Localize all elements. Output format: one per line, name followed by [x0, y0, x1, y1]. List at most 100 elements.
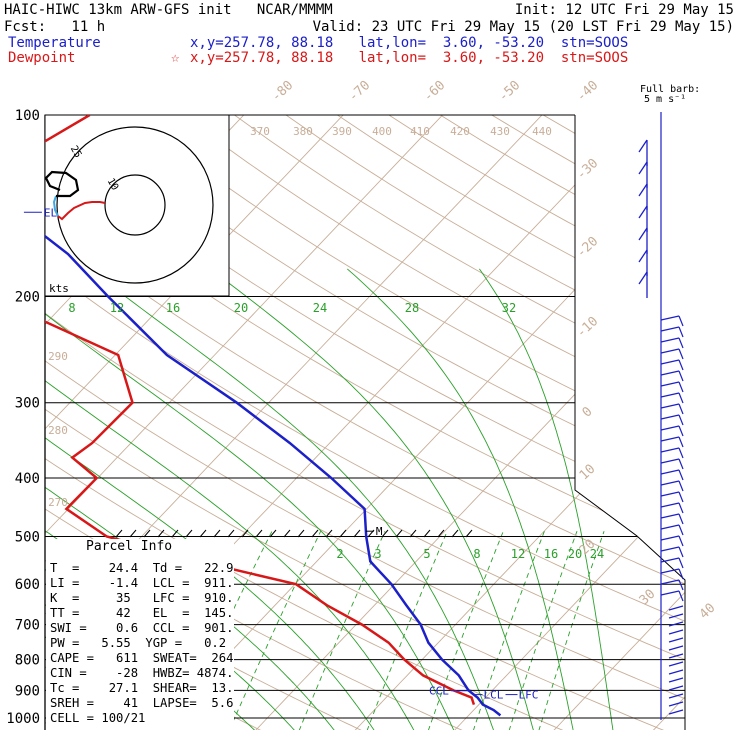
parcel-info-row: SREH = 41 LAPSE= 5.6 — [50, 696, 234, 710]
y-tick-label: 800 — [15, 653, 40, 669]
y-tick-label: 500 — [15, 529, 40, 545]
wind-barb — [678, 524, 684, 536]
isotherm-label: 40 — [697, 601, 719, 623]
parcel-info-row: LI = -1.4 LCL = 911. — [50, 576, 234, 590]
theta-label: 390 — [332, 125, 352, 138]
isotherm-line — [652, 115, 685, 730]
wind-barb — [668, 669, 684, 675]
wind-barb — [678, 590, 684, 602]
wind-barb — [678, 315, 684, 327]
freezing-level-hatch — [297, 529, 305, 538]
wind-barb — [668, 693, 684, 699]
wind-barb — [678, 535, 684, 547]
freezing-level-hatch — [423, 529, 431, 538]
wind-barb — [660, 535, 680, 541]
wind-barb — [678, 458, 684, 470]
header-valid-time: Valid: 23 UTC Fri 29 May 15 (20 LST Fri … — [312, 19, 734, 35]
dry-adiabat-line — [182, 115, 685, 730]
hodograph-trace-mid — [52, 195, 59, 217]
mixing-ratio-line — [228, 531, 322, 730]
wind-barb — [668, 701, 684, 707]
wind-barb — [668, 653, 684, 659]
wind-barb — [660, 370, 680, 376]
level-marker-lfc: LFC — [519, 689, 539, 702]
freezing-level-hatch — [381, 529, 389, 538]
wind-barb — [678, 480, 684, 492]
wind-barb — [678, 326, 684, 338]
dry-adiabat-line — [45, 115, 685, 730]
isotherm-label: -50 — [496, 78, 523, 105]
theta-label: 380 — [293, 125, 313, 138]
isotherm-label: 10 — [577, 462, 599, 484]
wind-barb — [660, 403, 680, 409]
isotherm-line — [453, 115, 685, 730]
hodograph-ring-label: 10 — [105, 177, 121, 193]
hodograph-ring — [56, 126, 214, 284]
wind-barb — [678, 348, 684, 360]
isotherm-line — [45, 115, 443, 730]
isotherm-line — [155, 115, 685, 730]
mixing-ratio-label: 8 — [68, 301, 75, 315]
hodograph-trace-upper — [44, 170, 80, 198]
dry-adiabat-line — [45, 115, 685, 730]
hodograph-unit-label: kts — [49, 282, 69, 295]
freezing-level-hatch — [199, 529, 207, 538]
wind-barb — [678, 392, 684, 404]
mixing-ratio-label: 24 — [590, 547, 604, 561]
wind-barb — [668, 677, 684, 683]
mixing-ratio-label: 20 — [234, 301, 248, 315]
parcel-info-row: TT = 42 EL = 145. — [50, 606, 234, 620]
level-marker-el: EL — [44, 206, 58, 219]
freezing-level-hatch — [339, 529, 347, 538]
mixing-ratio-line — [538, 531, 605, 730]
theta-label: 280 — [48, 424, 68, 437]
wind-barb — [660, 480, 680, 486]
moist-adiabat-line — [479, 268, 614, 730]
freezing-level-hatch — [353, 529, 361, 538]
mixing-ratio-line — [472, 531, 545, 730]
wind-barb — [660, 381, 680, 387]
freezing-level-hatch — [157, 529, 165, 538]
theta-label: 370 — [250, 125, 270, 138]
freezing-level-hatch — [465, 529, 473, 538]
moist-adiabat-line — [88, 268, 495, 730]
wind-barb — [660, 425, 680, 431]
wind-barb — [678, 359, 684, 371]
wind-barb — [668, 709, 684, 715]
parcel-info-row: K = 35 LFC = 910. — [50, 591, 234, 605]
dewpoint-legend-label: Dewpoint — [8, 50, 76, 66]
y-tick-label: 200 — [15, 290, 40, 306]
freezing-level-hatch — [311, 529, 319, 538]
isotherm-line — [354, 115, 685, 730]
hodograph-ring-label: 25 — [68, 144, 84, 160]
parcel-info-title: Parcel Info — [86, 539, 173, 554]
wind-barb — [660, 568, 680, 574]
barb-legend-line1: Full barb: — [640, 84, 701, 95]
mixing-ratio-label: 32 — [502, 301, 516, 315]
freezing-level-hatch — [367, 529, 375, 538]
wind-barb — [638, 161, 648, 175]
dewpoint-marker-icon: ☆ — [171, 50, 180, 66]
hodograph-ring — [104, 174, 166, 236]
isotherm-label: 0 — [580, 404, 596, 420]
wind-barb — [678, 568, 684, 580]
mixing-ratio-label: 28 — [405, 301, 419, 315]
dewpoint-profile-line — [45, 115, 476, 705]
theta-label: 440 — [532, 125, 552, 138]
header-forecast-hour: Fcst: 11 h — [4, 19, 106, 35]
wind-barb — [678, 403, 684, 415]
isotherm-label: -70 — [346, 78, 373, 105]
y-tick-label: 100 — [15, 108, 40, 124]
parcel-info-row: Tc = 27.1 SHEAR= 13. — [50, 681, 234, 695]
dry-adiabat-line — [45, 115, 685, 730]
moist-adiabat-line — [45, 268, 415, 730]
wind-barb — [638, 271, 648, 285]
wind-barb — [678, 546, 684, 558]
wind-barb — [660, 491, 680, 497]
dry-adiabat-line — [285, 115, 685, 730]
plot-right-border — [574, 115, 686, 730]
mixing-ratio-label: 5 — [423, 547, 430, 561]
hodograph-panel — [44, 114, 230, 297]
wind-barb — [678, 469, 684, 481]
moist-adiabat-line — [45, 268, 375, 730]
